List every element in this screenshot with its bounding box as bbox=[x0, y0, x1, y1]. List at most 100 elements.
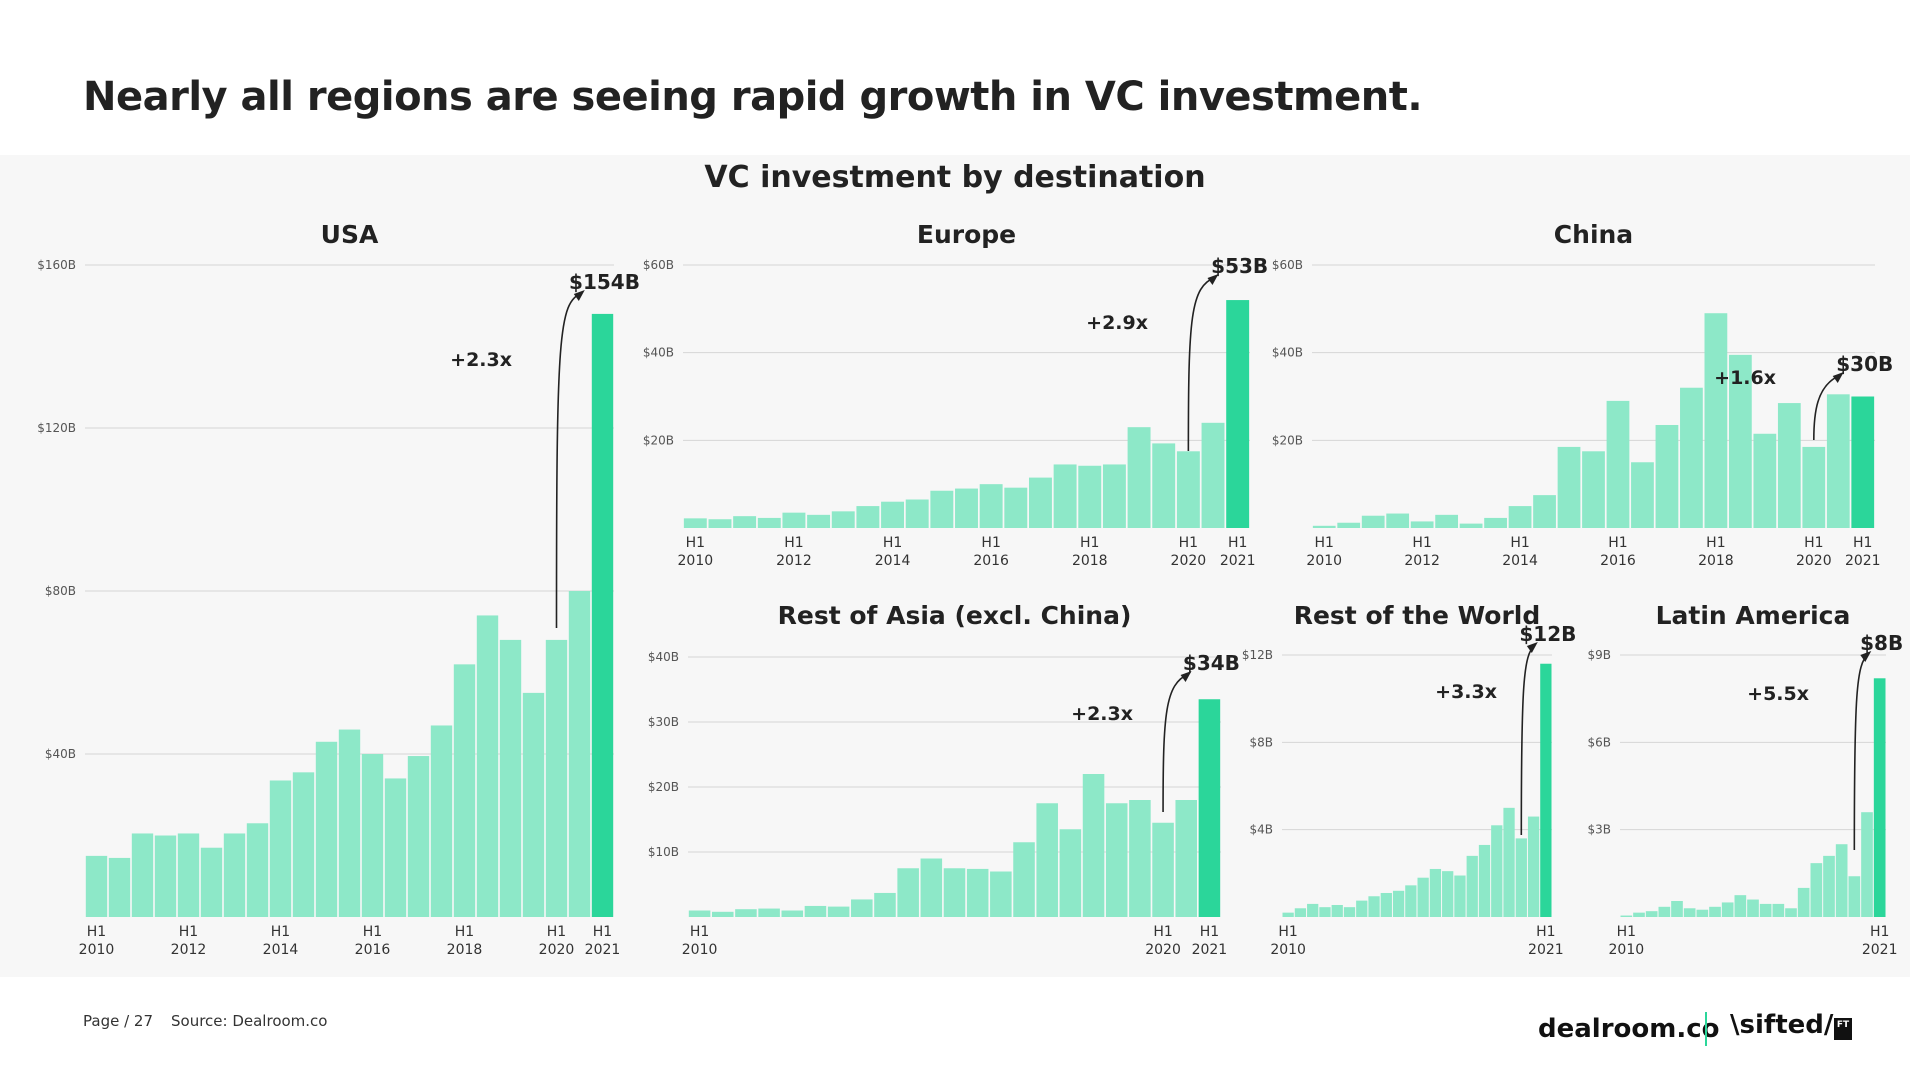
bar bbox=[688, 910, 711, 917]
bar bbox=[1405, 885, 1417, 917]
bar bbox=[1772, 903, 1785, 917]
bar bbox=[804, 905, 827, 917]
bar bbox=[1127, 427, 1151, 528]
x-tick-label: H1 bbox=[271, 924, 290, 940]
x-tick-label: 2021 bbox=[1845, 553, 1881, 569]
bar bbox=[1508, 506, 1532, 528]
bar bbox=[1294, 908, 1307, 917]
bar bbox=[1361, 515, 1385, 528]
bar bbox=[757, 517, 781, 528]
bar bbox=[930, 490, 954, 528]
x-tick-label: 2021 bbox=[1528, 942, 1564, 958]
x-tick-label: 2021 bbox=[1192, 942, 1228, 958]
arrow-head bbox=[1180, 671, 1192, 682]
bar bbox=[831, 511, 855, 528]
bar bbox=[1078, 465, 1102, 528]
bar bbox=[1606, 400, 1630, 528]
bar bbox=[1484, 517, 1507, 528]
bar bbox=[246, 823, 269, 917]
y-tick-label: $3B bbox=[1587, 823, 1611, 837]
bar bbox=[874, 892, 896, 917]
x-tick-label: H1 bbox=[686, 535, 705, 551]
arrow-head bbox=[573, 290, 585, 301]
bar bbox=[200, 847, 223, 917]
growth-multiple-label: +3.3x bbox=[1435, 681, 1497, 703]
bar bbox=[683, 518, 707, 528]
bar bbox=[1747, 899, 1759, 917]
bar bbox=[1721, 902, 1734, 917]
bar bbox=[1728, 354, 1752, 528]
bar bbox=[1696, 909, 1709, 917]
bar bbox=[1082, 774, 1105, 917]
bar bbox=[131, 833, 154, 917]
x-tick-label: 2014 bbox=[263, 942, 299, 958]
bar bbox=[1533, 495, 1556, 528]
x-tick-label: H1 bbox=[784, 535, 803, 551]
bar bbox=[1102, 464, 1126, 528]
bar bbox=[1417, 877, 1429, 917]
x-tick-label: 2012 bbox=[171, 942, 207, 958]
x-tick-label: 2012 bbox=[1404, 553, 1440, 569]
bar bbox=[177, 833, 200, 917]
bar bbox=[315, 741, 338, 917]
bar bbox=[361, 754, 384, 917]
bar bbox=[781, 910, 804, 917]
growth-arrow bbox=[1162, 673, 1189, 813]
bar bbox=[881, 501, 905, 528]
growth-multiple-label: +2.3x bbox=[1071, 703, 1133, 725]
x-tick-label: 2018 bbox=[1698, 553, 1734, 569]
bar bbox=[1631, 462, 1654, 528]
bar bbox=[1198, 699, 1221, 917]
bar bbox=[1129, 800, 1151, 917]
x-tick-label: H1 bbox=[883, 535, 902, 551]
x-tick-label: H1 bbox=[1153, 924, 1172, 940]
growth-arrow bbox=[555, 292, 583, 629]
bar bbox=[711, 911, 734, 917]
bar bbox=[1459, 523, 1483, 528]
bar bbox=[499, 639, 522, 917]
bar bbox=[1704, 313, 1728, 528]
x-tick-label: H1 bbox=[1228, 535, 1247, 551]
bar bbox=[807, 514, 831, 528]
source-note: Source: Dealroom.co bbox=[171, 1012, 328, 1030]
x-tick-label: H1 bbox=[1608, 535, 1627, 551]
bar bbox=[1454, 875, 1466, 917]
bar bbox=[1810, 863, 1823, 917]
bar bbox=[905, 499, 929, 528]
bar bbox=[1053, 464, 1077, 528]
bar bbox=[223, 833, 246, 917]
latest-value-label: $12B bbox=[1519, 622, 1576, 646]
bar bbox=[1734, 895, 1747, 917]
growth-arrow bbox=[1813, 374, 1842, 441]
bar bbox=[1392, 890, 1405, 917]
bar bbox=[1036, 803, 1058, 917]
bar bbox=[943, 868, 966, 917]
bar bbox=[827, 906, 850, 917]
growth-arrow bbox=[1187, 276, 1216, 452]
bar bbox=[1176, 451, 1200, 528]
arrow-head bbox=[1207, 274, 1219, 285]
chart-title: Rest of the World bbox=[1294, 601, 1541, 630]
growth-arrow bbox=[1520, 644, 1536, 836]
bar bbox=[384, 778, 407, 917]
x-tick-label: H1 bbox=[547, 924, 566, 940]
bar bbox=[1645, 911, 1658, 917]
x-tick-label: H1 bbox=[363, 924, 382, 940]
bar bbox=[856, 506, 880, 528]
y-tick-label: $40B bbox=[45, 747, 76, 761]
bar bbox=[568, 591, 591, 917]
x-tick-label: H1 bbox=[981, 535, 1000, 551]
x-tick-label: 2010 bbox=[79, 942, 115, 958]
bar bbox=[1785, 908, 1797, 917]
bar bbox=[1312, 525, 1336, 528]
bar bbox=[1851, 396, 1875, 528]
bar bbox=[1823, 855, 1835, 917]
x-tick-label: H1 bbox=[1412, 535, 1431, 551]
ft-logo: FT bbox=[1834, 1018, 1852, 1040]
latest-value-label: $30B bbox=[1836, 352, 1893, 376]
bar bbox=[338, 729, 361, 917]
x-tick-label: H1 bbox=[690, 924, 709, 940]
bar bbox=[1410, 521, 1434, 528]
bar bbox=[1331, 904, 1343, 917]
bar bbox=[1873, 678, 1886, 917]
